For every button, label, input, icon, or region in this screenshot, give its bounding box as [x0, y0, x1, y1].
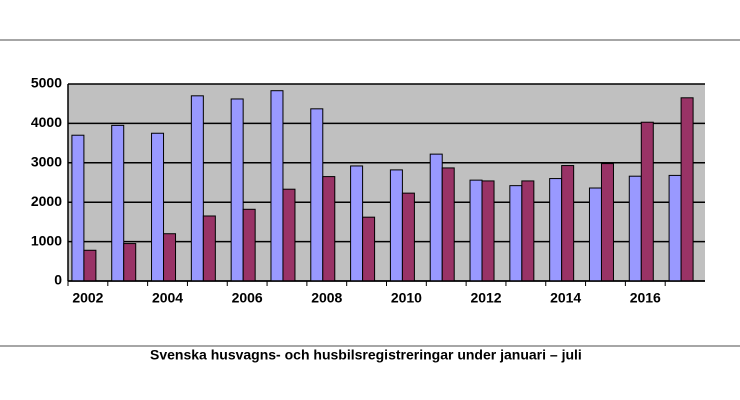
bar [350, 165, 364, 282]
bar [71, 134, 85, 282]
y-tick-label: 3000 [31, 154, 62, 170]
x-tick-label: 2008 [311, 290, 342, 306]
bar [401, 192, 415, 282]
bar [202, 215, 216, 282]
caption: Svenska husvagns- och husbilsregistrerin… [150, 347, 582, 363]
y-tick-label: 0 [54, 272, 62, 288]
bar [362, 216, 376, 282]
bar [310, 108, 324, 282]
y-tick-label: 5000 [31, 75, 62, 91]
bar [600, 163, 614, 282]
bar [521, 180, 535, 282]
x-tick-label: 2004 [152, 290, 183, 306]
bar [640, 121, 654, 282]
bar [190, 95, 204, 282]
bar [481, 180, 495, 282]
bar [469, 179, 483, 282]
bar [389, 169, 403, 282]
bar [270, 90, 284, 282]
bar [549, 178, 563, 282]
bar [429, 153, 443, 282]
bar [322, 176, 336, 282]
x-tick-label: 2006 [232, 290, 263, 306]
x-tick-label: 2002 [72, 290, 103, 306]
bar [628, 175, 642, 282]
bar [588, 187, 602, 282]
bar [680, 97, 694, 282]
y-tick-label: 1000 [31, 232, 62, 248]
x-tick-label: 2014 [550, 290, 581, 306]
bar [151, 132, 165, 282]
y-tick-label: 4000 [31, 114, 62, 130]
bar [230, 98, 244, 282]
bar [123, 243, 137, 282]
x-tick-label: 2010 [391, 290, 422, 306]
x-tick-label: 2012 [470, 290, 501, 306]
bar [509, 185, 523, 282]
bar [242, 208, 256, 282]
x-tick-label: 2016 [630, 290, 661, 306]
bar [441, 167, 455, 282]
bar [163, 233, 177, 282]
bar [668, 174, 682, 282]
bar [111, 124, 125, 282]
bar [561, 165, 575, 282]
bar [83, 249, 97, 282]
bar [282, 188, 296, 282]
y-tick-label: 2000 [31, 193, 62, 209]
